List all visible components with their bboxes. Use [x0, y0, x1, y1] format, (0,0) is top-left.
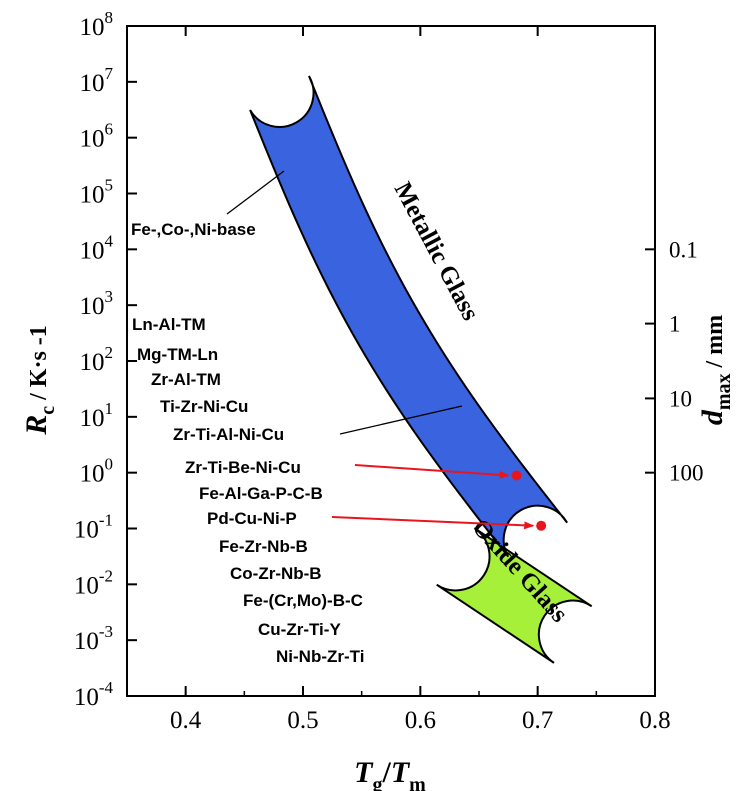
alloy-label: Fe-Zr-Nb-B [219, 537, 308, 556]
x-tick-label: 0.6 [405, 707, 436, 734]
x-tick-label: 0.5 [287, 707, 318, 734]
leader-line-fe-co-ni [226, 170, 285, 215]
y-tick-label: 101 [80, 399, 114, 432]
alloy-label: Cu-Zr-Ti-Y [258, 620, 341, 639]
y-tick-label: 104 [80, 231, 114, 264]
highlight-arrow [354, 464, 510, 479]
y-tick-label: 106 [80, 120, 114, 153]
alloy-label: Ni-Nb-Zr-Ti [276, 647, 364, 666]
alloy-label: Pd-Cu-Ni-P [207, 509, 297, 528]
alloy-label: Fe-(Cr,Mo)-B-C [243, 591, 363, 610]
y2-tick-label: 10 [669, 386, 692, 411]
x-tick-label: 0.4 [170, 707, 202, 734]
alloy-label: Zr-Ti-Al-Ni-Cu [173, 425, 284, 444]
y-tick-label: 100 [80, 455, 114, 488]
y-tick-label: 10-2 [74, 566, 113, 599]
alloy-label: Fe-Al-Ga-P-C-B [199, 484, 323, 503]
y2-tick-label: 100 [669, 461, 704, 486]
alloy-label: Ti-Zr-Ni-Cu [160, 397, 248, 416]
highlight-arrow [331, 516, 535, 530]
y-tick-label: 108 [80, 8, 114, 41]
metallic-glass-region [249, 75, 568, 558]
y-tick-label: 102 [80, 343, 114, 376]
x-axis-title: Tg/Tm [354, 756, 426, 791]
y-tick-label: 107 [80, 64, 114, 97]
oxide-glass-region [436, 527, 593, 664]
alloy-label: Zr-Al-TM [151, 370, 221, 389]
y-axis-title: Rc / K·s -1 [20, 325, 59, 436]
highlight-point [511, 470, 522, 481]
y-tick-label: 103 [80, 287, 114, 320]
highlight-point [536, 520, 547, 531]
alloy-label: Ln-Al-TM [132, 315, 206, 334]
alloy-label: Co-Zr-Nb-B [230, 564, 322, 583]
alloy-label: Fe-,Co-,Ni-base [131, 220, 256, 239]
leader-line-zr-ti-al [339, 405, 463, 435]
y2-tick-label: 1 [669, 312, 681, 337]
alloy-label: Zr-Ti-Be-Ni-Cu [185, 458, 301, 477]
y-tick-label: 10-4 [74, 678, 114, 711]
x-tick-label: 0.7 [522, 707, 553, 734]
y-tick-label: 10-1 [74, 511, 113, 544]
y-tick-label: 10-3 [74, 622, 113, 655]
y2-tick-label: 0.1 [669, 237, 698, 262]
alloy-label: Mg-TM-Ln [137, 345, 218, 364]
x-tick-label: 0.8 [639, 707, 670, 734]
y-tick-label: 105 [80, 176, 114, 209]
y2-axis-title: dmax / mm [696, 315, 735, 425]
